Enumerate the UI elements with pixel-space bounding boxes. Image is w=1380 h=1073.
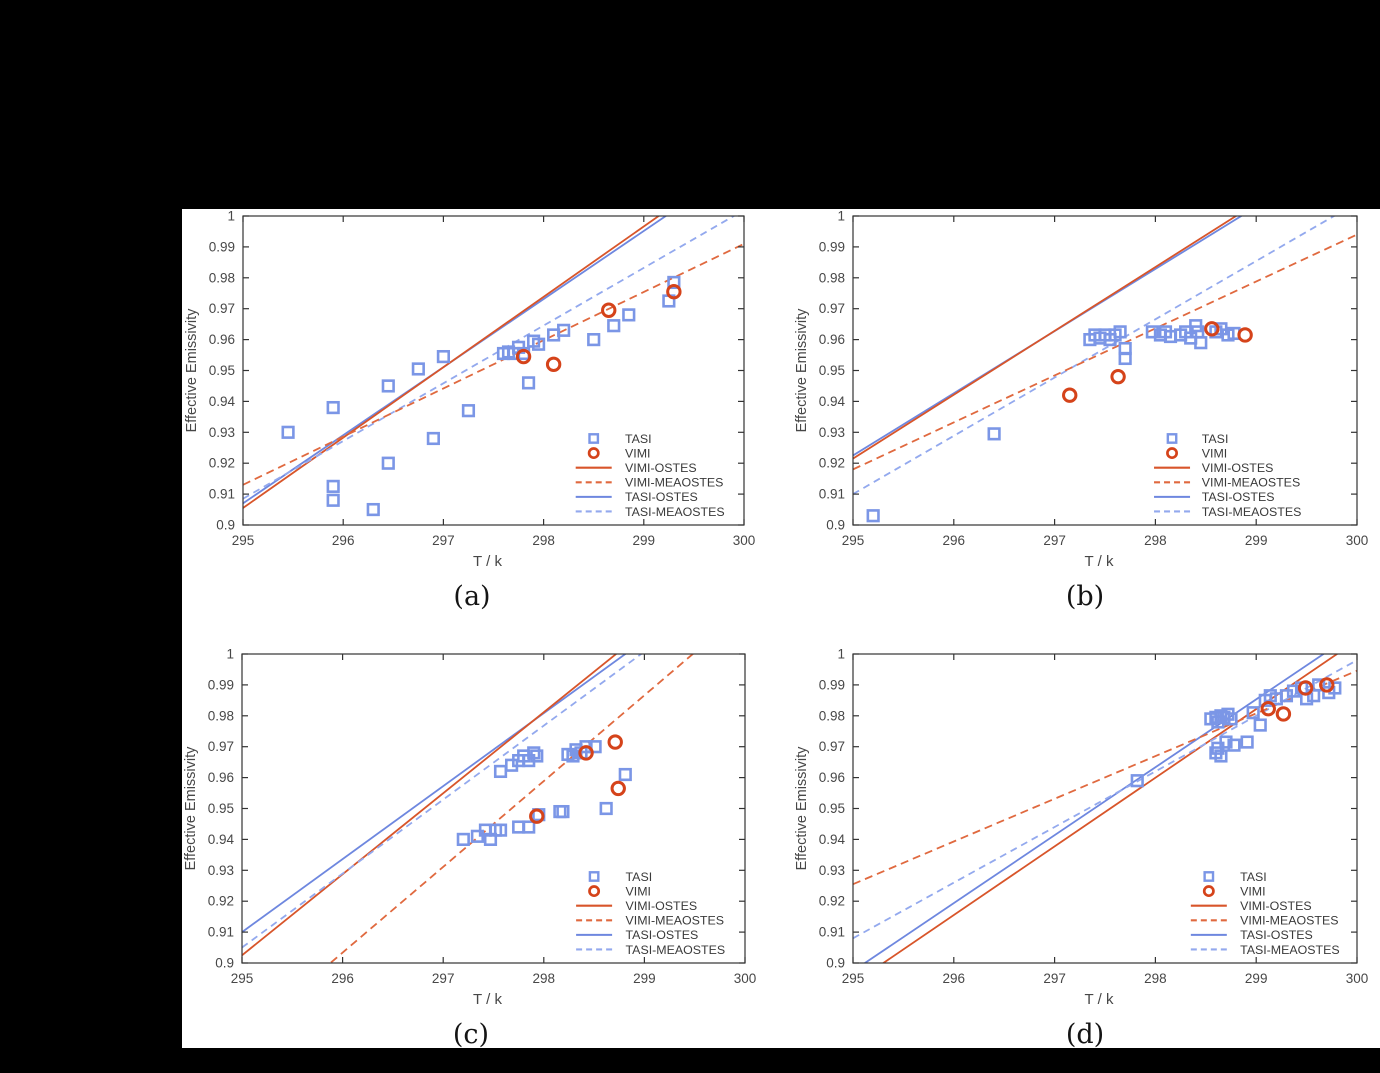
caption-d: (d): [1065, 1019, 1105, 1050]
caption-a: (a): [453, 581, 491, 612]
caption-c: (c): [452, 1019, 490, 1050]
figure-white-area: [182, 209, 1380, 1048]
caption-b: (b): [1065, 581, 1105, 612]
